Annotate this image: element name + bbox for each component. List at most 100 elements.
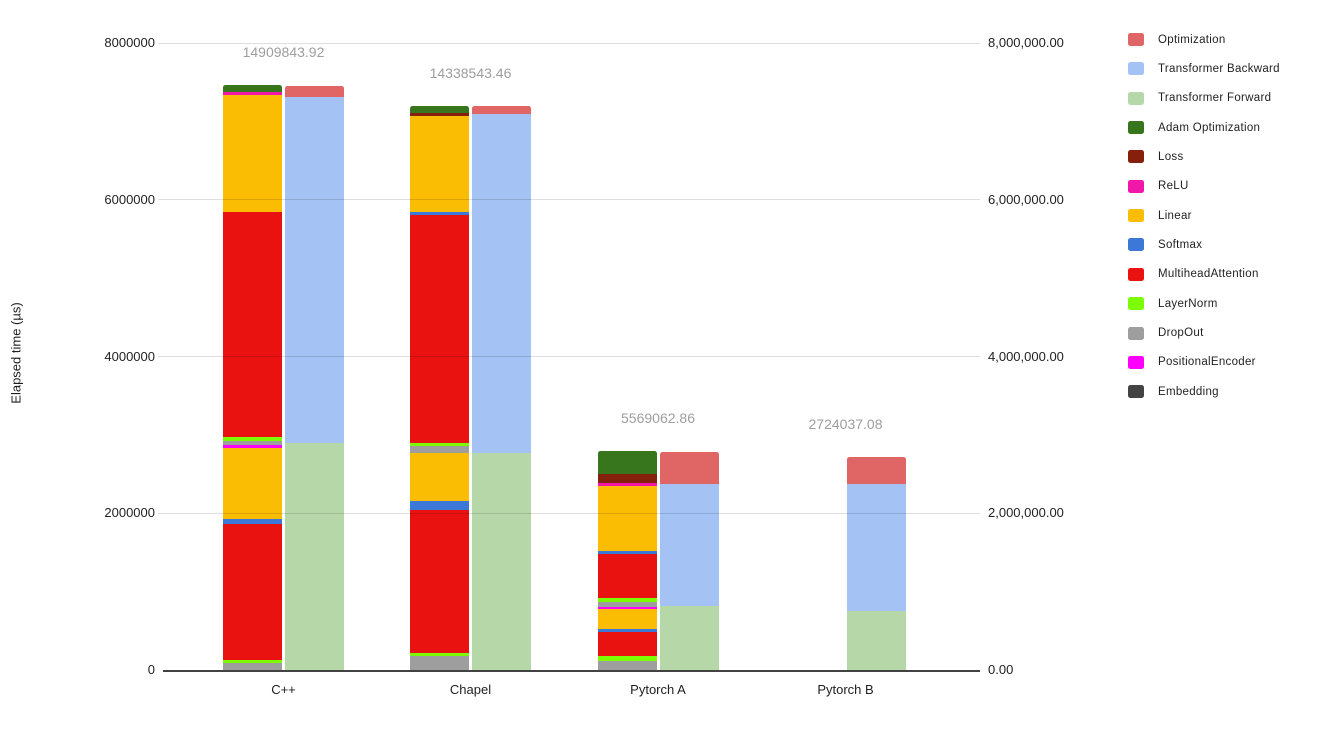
bar-segment-transformer-forward[interactable] [285, 443, 344, 670]
bar-segment-softmax[interactable] [597, 629, 657, 632]
legend-label: Transformer Forward [1158, 92, 1272, 105]
bar-total-label: 14338543.46 [429, 65, 512, 81]
bar-total-label: 5569062.86 [621, 410, 695, 426]
y-axis-tick-label-right: 2,000,000.00 [988, 505, 1064, 521]
legend-swatch-optimization [1128, 33, 1144, 46]
legend-item-layernorm[interactable]: LayerNorm [1128, 296, 1218, 312]
bar-segment-relu[interactable] [223, 92, 282, 95]
bar-segment-adam-optimization[interactable] [410, 106, 469, 113]
stacked-bar-breakdown-pytorch-a[interactable] [597, 451, 657, 670]
bar-segment-softmax[interactable] [597, 551, 657, 554]
x-axis-category-label-pytorch-a: Pytorch A [630, 682, 686, 697]
bar-segment-dropout[interactable] [597, 661, 657, 670]
legend-swatch-layernorm [1128, 297, 1144, 311]
bar-segment-softmax[interactable] [410, 212, 469, 215]
legend-swatch-transformer-forward [1128, 91, 1144, 105]
legend-label: DropOut [1158, 327, 1204, 339]
bar-segment-linear[interactable] [223, 95, 282, 212]
stacked-bar-summary-pytorch-a[interactable] [659, 452, 719, 670]
gridline [158, 199, 980, 201]
legend-item-adam-optimization[interactable]: Adam Optimization [1128, 120, 1260, 136]
bar-segment-multiheadattention[interactable] [223, 212, 282, 437]
bar-segment-positionalencoder[interactable] [597, 607, 657, 609]
legend-label: Adam Optimization [1158, 121, 1261, 134]
bar-segment-softmax[interactable] [223, 519, 282, 524]
legend-item-linear[interactable]: Linear [1128, 208, 1192, 224]
legend-label: LayerNorm [1158, 297, 1218, 310]
legend-swatch-softmax [1128, 238, 1144, 252]
x-axis-baseline [163, 670, 980, 672]
bar-segment-transformer-forward[interactable] [659, 606, 719, 670]
bar-segment-linear[interactable] [597, 609, 657, 629]
bar-segment-positionalencoder[interactable] [223, 445, 282, 448]
bar-segment-optimization[interactable] [472, 106, 531, 114]
bar-segment-transformer-forward[interactable] [472, 453, 531, 670]
bar-segment-dropout[interactable] [223, 441, 282, 445]
stacked-bar-summary-pytorch-b[interactable] [847, 457, 906, 670]
bar-segment-layernorm[interactable] [597, 598, 657, 602]
legend-swatch-multiheadattention [1128, 267, 1144, 281]
stacked-bar-summary-c-[interactable] [285, 86, 344, 670]
bar-segment-dropout[interactable] [597, 602, 657, 607]
stacked-bar-summary-chapel[interactable] [472, 106, 531, 670]
bar-segment-transformer-backward[interactable] [472, 114, 531, 453]
legend-swatch-positionalencoder [1128, 355, 1144, 369]
x-axis-category-label-c-: C++ [271, 682, 296, 697]
bar-segment-optimization[interactable] [659, 452, 719, 484]
bar-segment-linear[interactable] [597, 486, 657, 551]
legend-item-loss[interactable]: Loss [1128, 149, 1184, 165]
bar-segment-loss[interactable] [597, 474, 657, 483]
bar-segment-dropout[interactable] [410, 656, 469, 670]
y-axis-title: Elapsed time (µs) [8, 302, 24, 404]
legend-item-transformer-backward[interactable]: Transformer Backward [1128, 61, 1280, 77]
bar-segment-loss[interactable] [410, 113, 469, 116]
bar-segment-adam-optimization[interactable] [223, 85, 282, 92]
stacked-bar-breakdown-c-[interactable] [223, 85, 282, 670]
bar-segment-multiheadattention[interactable] [223, 524, 282, 660]
legend-item-relu[interactable]: ReLU [1128, 178, 1189, 194]
bar-segment-layernorm[interactable] [410, 443, 469, 446]
bar-segment-layernorm[interactable] [223, 660, 282, 663]
bar-segment-transformer-backward[interactable] [285, 97, 344, 443]
legend-item-embedding[interactable]: Embedding [1128, 384, 1219, 400]
bar-segment-softmax[interactable] [410, 501, 469, 510]
bar-segment-multiheadattention[interactable] [410, 510, 469, 653]
bar-segment-linear[interactable] [223, 448, 282, 519]
gridline [158, 512, 980, 514]
legend-label: Optimization [1158, 33, 1226, 46]
legend-swatch-loss [1128, 150, 1144, 164]
bar-segment-transformer-forward[interactable] [847, 611, 906, 670]
legend-swatch-adam-optimization [1128, 121, 1144, 135]
legend-swatch-transformer-backward [1128, 62, 1144, 76]
legend-label: Embedding [1158, 385, 1219, 398]
bar-segment-layernorm[interactable] [410, 653, 469, 656]
legend-item-optimization[interactable]: Optimization [1128, 32, 1226, 48]
bar-segment-adam-optimization[interactable] [597, 451, 657, 474]
bar-segment-linear[interactable] [410, 453, 469, 501]
bar-segment-optimization[interactable] [847, 457, 906, 484]
bar-segment-dropout[interactable] [410, 446, 469, 453]
bar-segment-dropout[interactable] [223, 663, 282, 670]
x-axis-category-label-chapel: Chapel [449, 682, 492, 697]
bar-total-label: 14909843.92 [242, 44, 325, 60]
bar-segment-transformer-backward[interactable] [847, 484, 906, 611]
bar-segment-multiheadattention[interactable] [410, 215, 469, 443]
bar-segment-optimization[interactable] [285, 86, 344, 97]
bar-segment-multiheadattention[interactable] [597, 554, 657, 598]
gridline [158, 42, 980, 44]
legend-label: Softmax [1158, 238, 1203, 251]
bar-segment-layernorm[interactable] [597, 656, 657, 661]
legend-item-dropout[interactable]: DropOut [1128, 325, 1204, 341]
stacked-bar-breakdown-chapel[interactable] [410, 106, 469, 670]
legend-item-transformer-forward[interactable]: Transformer Forward [1128, 90, 1271, 106]
bar-segment-linear[interactable] [410, 116, 469, 212]
bar-segment-layernorm[interactable] [223, 437, 282, 441]
bar-segment-multiheadattention[interactable] [597, 632, 657, 656]
legend-swatch-relu [1128, 179, 1144, 193]
bar-segment-transformer-backward[interactable] [659, 484, 719, 606]
legend-label: Loss [1158, 150, 1184, 163]
legend-item-multiheadattention[interactable]: MultiheadAttention [1128, 266, 1259, 282]
bar-segment-relu[interactable] [597, 483, 657, 486]
legend-item-positionalencoder[interactable]: PositionalEncoder [1128, 354, 1256, 370]
legend-item-softmax[interactable]: Softmax [1128, 237, 1202, 253]
